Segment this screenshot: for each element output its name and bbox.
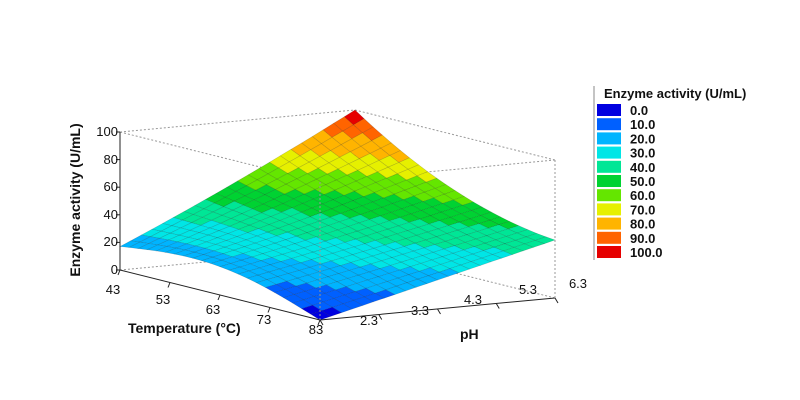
temperature-tick-mark — [167, 282, 171, 288]
ph-tick-label: 5.3 — [519, 282, 537, 297]
frame-edge — [119, 109, 356, 133]
activity-tick-label: 80 — [104, 152, 118, 167]
surface-cell — [480, 254, 503, 263]
temperature-tick-mark — [267, 307, 271, 313]
surface-cell — [448, 264, 471, 274]
temperature-tick-label: 43 — [106, 282, 120, 297]
legend-swatch — [597, 160, 621, 173]
response-surface — [119, 109, 556, 321]
legend-swatch — [597, 132, 621, 145]
legend-label: 50.0 — [630, 174, 655, 189]
activity-axis-label: Enzyme activity (U/mL) — [67, 123, 83, 276]
surface-cell — [438, 268, 460, 277]
surface-cell — [513, 243, 535, 252]
legend-entries: 0.010.020.030.040.050.060.070.080.090.01… — [597, 103, 663, 260]
surface-cell — [310, 310, 332, 321]
legend-label: 70.0 — [630, 202, 655, 217]
legend-label: 30.0 — [630, 146, 655, 161]
activity-tick-label: 100 — [96, 124, 118, 139]
legend-swatch — [597, 146, 621, 159]
chart-front-frame — [116, 131, 559, 326]
activity-tick-label: 40 — [104, 207, 118, 222]
ph-tick-label: 2.3 — [360, 313, 378, 328]
legend-swatch — [597, 189, 621, 202]
ph-tick-label: 3.3 — [411, 303, 429, 318]
ph-tick-mark — [554, 297, 559, 304]
activity-tick-label: 60 — [104, 179, 118, 194]
temperature-tick-label: 83 — [309, 322, 323, 337]
legend-swatch — [597, 175, 621, 187]
legend-label: 90.0 — [630, 231, 655, 246]
temperature-tick-mark — [317, 319, 321, 326]
surface-cell — [491, 250, 514, 259]
temperature-tick-label: 63 — [206, 302, 220, 317]
legend-swatch — [597, 246, 621, 258]
surface-cell — [352, 296, 375, 306]
temperature-tick-mark — [117, 269, 121, 276]
activity-tick-labels: 0 20 40 60 80 100 — [96, 124, 118, 277]
temperature-tick-mark — [217, 294, 221, 301]
temperature-tick-labels: 43 53 63 73 83 — [106, 282, 323, 337]
color-legend: Enzyme activity (U/mL) 0.010.020.030.040… — [593, 86, 746, 260]
activity-tick-label: 0 — [111, 262, 118, 277]
ph-tick-mark — [495, 303, 500, 309]
ph-tick-label: 6.3 — [569, 276, 587, 291]
legend-label: 80.0 — [630, 217, 655, 232]
legend-label: 20.0 — [630, 131, 655, 146]
ph-tick-mark — [319, 319, 324, 326]
legend-label: 10.0 — [630, 117, 655, 132]
ph-tick-labels: 2.3 3.3 4.3 5.3 6.3 — [360, 276, 587, 328]
activity-tick-label: 20 — [104, 234, 118, 249]
legend-label: 60.0 — [630, 188, 655, 203]
ph-tick-mark — [378, 314, 383, 320]
legend-label: 100.0 — [630, 245, 663, 260]
legend-swatch — [597, 231, 621, 244]
surface-cell — [406, 278, 428, 288]
legend-swatch — [597, 118, 621, 131]
legend-label: 0.0 — [630, 103, 648, 118]
surface-cell — [331, 303, 353, 314]
legend-swatch — [597, 217, 621, 230]
legend-label: 40.0 — [630, 160, 655, 175]
legend-swatch — [597, 104, 621, 116]
ph-tick-label: 4.3 — [464, 292, 482, 307]
temperature-tick-label: 73 — [257, 312, 271, 327]
temperature-tick-label: 53 — [156, 292, 170, 307]
legend-title: Enzyme activity (U/mL) — [604, 86, 746, 101]
surface-cell — [320, 306, 343, 317]
ph-tick-mark — [437, 308, 441, 315]
surface-cell — [459, 261, 482, 270]
ph-axis-label: pH — [460, 326, 479, 342]
temperature-axis-label: Temperature (°C) — [128, 320, 241, 336]
legend-swatch — [597, 203, 621, 216]
